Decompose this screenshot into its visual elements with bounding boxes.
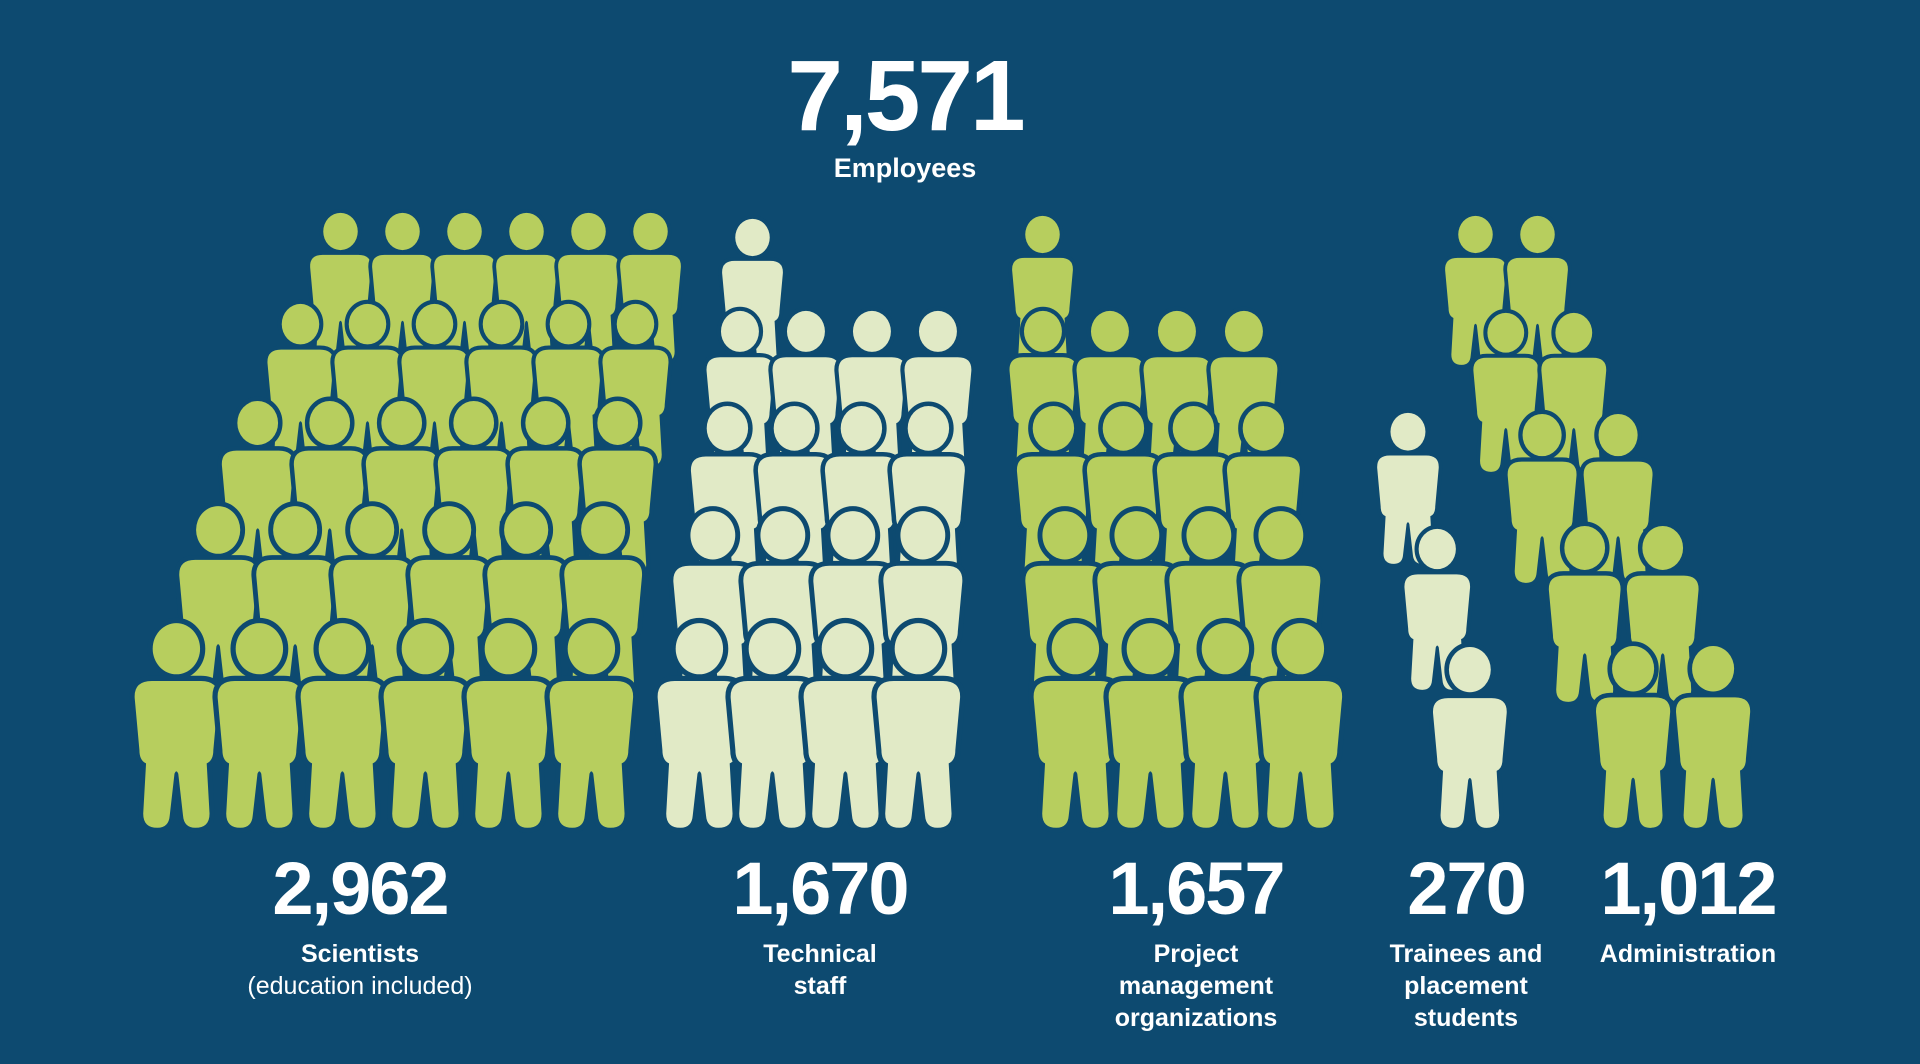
person-icon xyxy=(1671,645,1755,828)
administration-category: Administration xyxy=(1599,940,1777,968)
total-employees-value: 7,571 xyxy=(787,40,1025,152)
project-management-value: 1,657 xyxy=(1108,847,1285,930)
project-management-category-line: organizations xyxy=(1114,1004,1278,1032)
trainees-category-line: placement xyxy=(1404,972,1528,1000)
group-label-trainees: 270 Trainees and placement students xyxy=(1390,852,1543,1034)
administration-value: 1,012 xyxy=(1600,847,1777,930)
project-management-category-line: management xyxy=(1118,972,1274,1000)
group-label-scientists: 2,962 Scientists (education included) xyxy=(247,852,472,1002)
trainees-category-line: students xyxy=(1413,1004,1519,1032)
title-block: 7,571 Employees xyxy=(787,40,1025,184)
group-label-technical-staff: 1,670 Technical staff xyxy=(732,847,909,1002)
trainees-value: 270 xyxy=(1407,847,1526,930)
scientists-value: 2,962 xyxy=(272,847,449,930)
group-label-project-management: 1,657 Project management organizations xyxy=(1108,847,1285,1034)
person-icon xyxy=(1591,645,1675,828)
group-label-administration: 1,012 Administration xyxy=(1599,847,1778,970)
project-management-category-line: Project xyxy=(1153,940,1239,968)
technical-staff-value: 1,670 xyxy=(732,847,909,930)
scientists-note: (education included) xyxy=(247,972,473,1000)
technical-staff-category-line: Technical xyxy=(763,940,877,968)
scientists-category: Scientists xyxy=(300,940,420,968)
trainees-category-line: Trainees and xyxy=(1389,940,1543,968)
total-employees-label: Employees xyxy=(833,153,977,183)
technical-staff-category-line: staff xyxy=(793,972,847,1000)
